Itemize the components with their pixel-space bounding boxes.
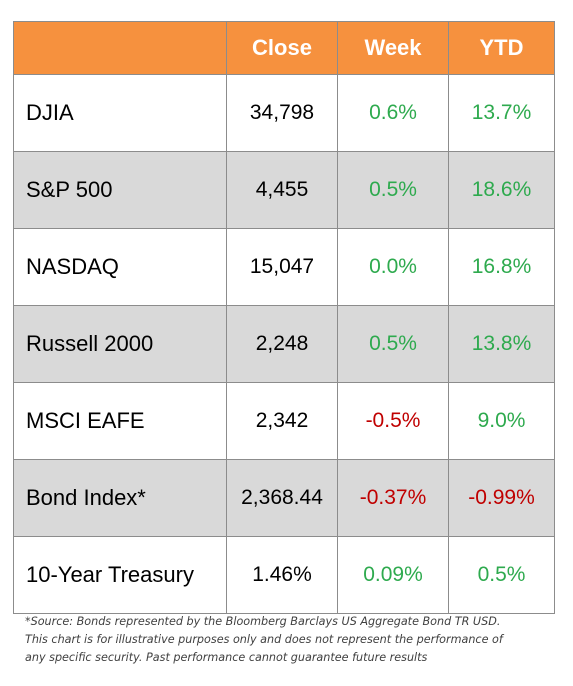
header-cell-ytd: YTD: [448, 21, 555, 75]
table-body: DJIA 34,798 0.6% 13.7% S&P 500 4,455 0.5% 18.6%…: [13, 74, 555, 614]
close-value-cell: 2,248: [226, 305, 338, 383]
market-performance-table: Close Week YTD DJIA 34,798 0.6% 13.7% S&P 50…: [13, 21, 555, 614]
footnote-line: This chart is for illustrative purposes …: [25, 633, 503, 646]
index-name-cell: NASDAQ: [13, 228, 227, 306]
ytd-change-cell: -0.99%: [448, 459, 555, 537]
table-row: NASDAQ 15,047 0.0% 16.8%: [13, 228, 555, 306]
ytd-change-cell: 0.5%: [448, 536, 555, 614]
index-name-cell: S&P 500: [13, 151, 227, 229]
index-name-cell: 10-Year Treasury: [13, 536, 227, 614]
table-row: S&P 500 4,455 0.5% 18.6%: [13, 151, 555, 229]
week-change-cell: -0.37%: [337, 459, 449, 537]
index-name-cell: Bond Index*: [13, 459, 227, 537]
close-value-cell: 2,368.44: [226, 459, 338, 537]
ytd-change-cell: 13.8%: [448, 305, 555, 383]
close-value-cell: 4,455: [226, 151, 338, 229]
footnote: *Source: Bonds represented by the Bloomb…: [25, 613, 555, 667]
footnote-line: any specific security. Past performance …: [25, 651, 428, 664]
ytd-change-cell: 18.6%: [448, 151, 555, 229]
index-name-cell: DJIA: [13, 74, 227, 152]
week-change-cell: 0.5%: [337, 151, 449, 229]
week-change-cell: 0.6%: [337, 74, 449, 152]
week-change-cell: 0.0%: [337, 228, 449, 306]
week-change-cell: 0.5%: [337, 305, 449, 383]
close-value-cell: 2,342: [226, 382, 338, 460]
week-change-cell: -0.5%: [337, 382, 449, 460]
week-change-cell: 0.09%: [337, 536, 449, 614]
index-name-cell: MSCI EAFE: [13, 382, 227, 460]
header-cell-index: [13, 21, 227, 75]
table-row: DJIA 34,798 0.6% 13.7%: [13, 74, 555, 152]
table-row: Bond Index* 2,368.44 -0.37% -0.99%: [13, 459, 555, 537]
ytd-change-cell: 9.0%: [448, 382, 555, 460]
close-value-cell: 34,798: [226, 74, 338, 152]
table-row: 10-Year Treasury 1.46% 0.09% 0.5%: [13, 536, 555, 614]
header-row: Close Week YTD: [13, 21, 555, 75]
index-name-cell: Russell 2000: [13, 305, 227, 383]
header-cell-close: Close: [226, 21, 338, 75]
close-value-cell: 1.46%: [226, 536, 338, 614]
ytd-change-cell: 13.7%: [448, 74, 555, 152]
table-row: Russell 2000 2,248 0.5% 13.8%: [13, 305, 555, 383]
footnote-line: *Source: Bonds represented by the Bloomb…: [25, 615, 501, 628]
close-value-cell: 15,047: [226, 228, 338, 306]
header-cell-week: Week: [337, 21, 449, 75]
ytd-change-cell: 16.8%: [448, 228, 555, 306]
table-row: MSCI EAFE 2,342 -0.5% 9.0%: [13, 382, 555, 460]
